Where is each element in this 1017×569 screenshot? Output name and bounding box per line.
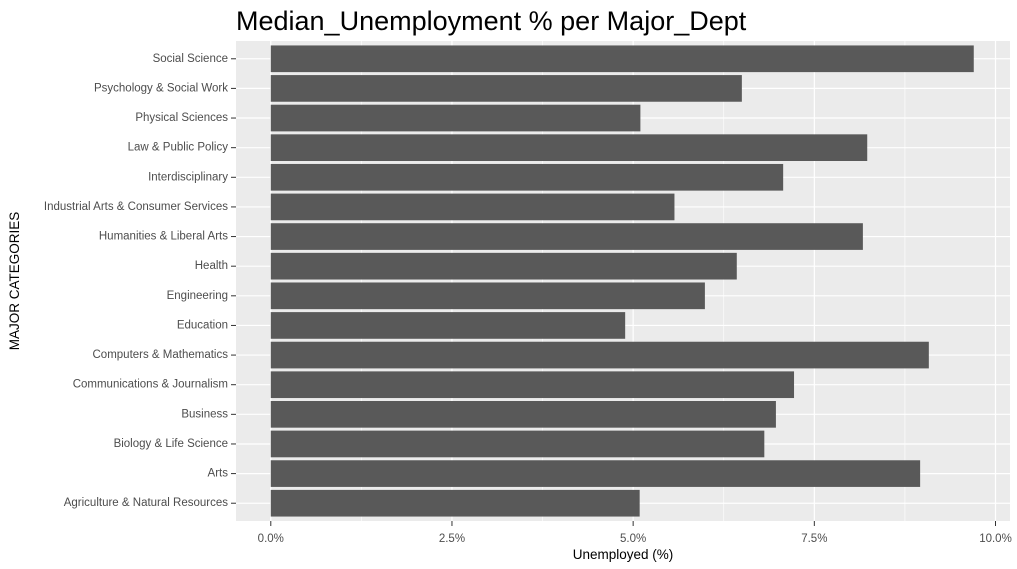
bar (270, 460, 921, 487)
bar (270, 45, 974, 73)
y-tick-label: Health (195, 260, 228, 272)
bar (270, 489, 640, 517)
bar (270, 252, 737, 280)
y-tick-label: Communications & Journalism (73, 379, 228, 391)
x-tick-label: 7.5% (801, 533, 827, 545)
x-tick-label: 2.5% (439, 533, 465, 545)
bars (270, 45, 974, 517)
y-tick-label: Business (181, 408, 228, 420)
y-tick-label: Humanities & Liberal Arts (99, 231, 228, 243)
bar (270, 371, 795, 399)
y-tick-label: Computers & Mathematics (93, 349, 229, 361)
bar (270, 312, 626, 339)
x-tick-label: 0.0% (258, 533, 284, 545)
y-tick-label: Engineering (167, 290, 228, 302)
y-tick-label: Agriculture & Natural Resources (64, 497, 229, 509)
bar (270, 75, 742, 102)
bar (270, 282, 705, 310)
y-tick-label: Psychology & Social Work (94, 82, 228, 94)
y-axis-ticks: Agriculture & Natural Resources Arts Biolo… (44, 53, 236, 509)
y-tick-label: Social Science (153, 53, 228, 65)
bar (270, 193, 675, 221)
bar (270, 223, 863, 250)
y-tick-label: Interdisciplinary (148, 171, 228, 183)
chart-title: Median_Unemployment % per Major_Dept (236, 6, 747, 36)
bar (270, 401, 776, 428)
y-tick-label: Physical Sciences (135, 112, 228, 124)
y-tick-label: Education (177, 319, 228, 331)
y-tick-label: Law & Public Policy (128, 142, 229, 154)
bar (270, 134, 868, 161)
y-tick-label: Industrial Arts & Consumer Services (44, 201, 228, 213)
y-tick-label: Arts (208, 468, 229, 480)
bar (270, 163, 784, 191)
y-tick-label: Biology & Life Science (114, 438, 228, 450)
bar (270, 104, 641, 132)
x-tick-label: 5.0% (620, 533, 646, 545)
y-axis-title: MAJOR CATEGORIES (7, 212, 22, 351)
x-tick-label: 10.0% (979, 533, 1012, 545)
x-axis-ticks: 0.0% 2.5% 5.0% 7.5% 10.0% (258, 521, 1012, 545)
x-axis-title: Unemployed (%) (573, 547, 674, 562)
bar (270, 341, 929, 369)
bar (270, 430, 765, 458)
